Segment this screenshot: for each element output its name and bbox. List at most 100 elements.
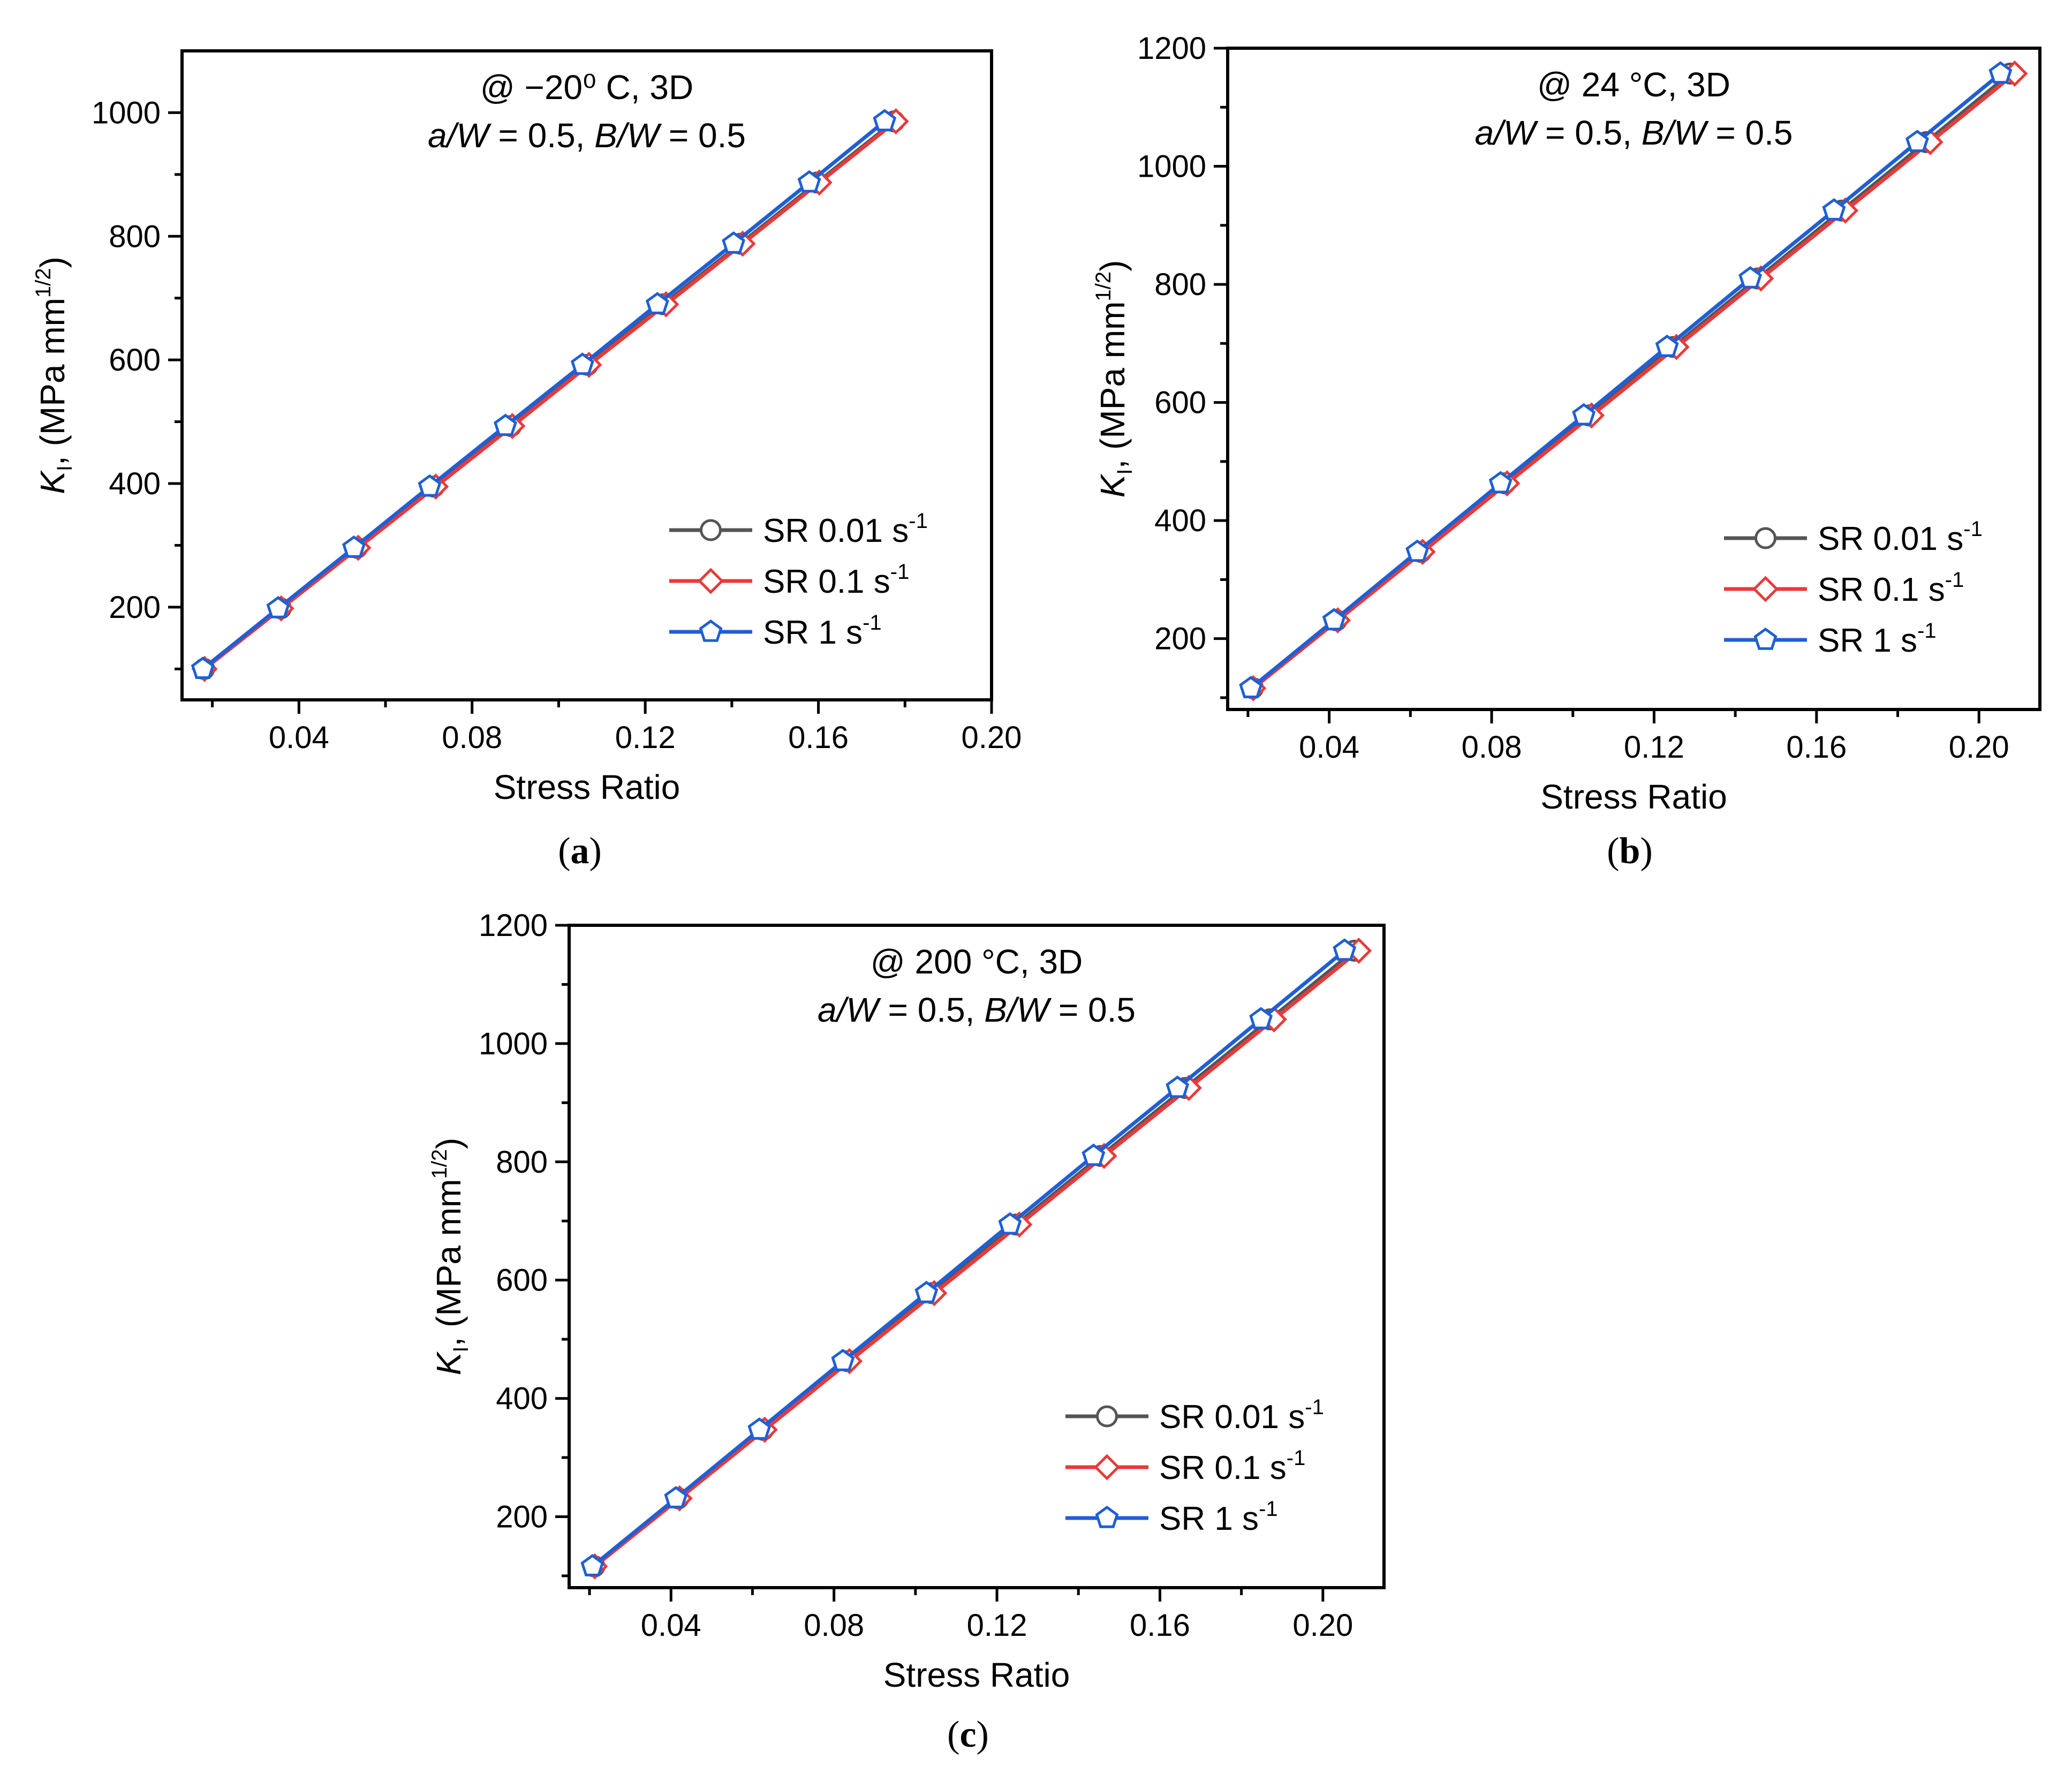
x-axis-label: Stress Ratio bbox=[883, 1656, 1070, 1694]
y-tick-label: 1000 bbox=[1137, 149, 1206, 184]
x-tick-label: 0.04 bbox=[1299, 730, 1359, 765]
x-tick-label: 0.20 bbox=[1292, 1608, 1353, 1643]
x-tick-label: 0.08 bbox=[442, 720, 502, 755]
data-point bbox=[1572, 403, 1596, 426]
data-point bbox=[1905, 130, 1929, 152]
legend-marker bbox=[1093, 1454, 1121, 1481]
legend-label: SR 0.1 s-1 bbox=[1159, 1446, 1305, 1486]
y-tick-label: 400 bbox=[109, 466, 161, 501]
x-tick-label: 0.16 bbox=[788, 720, 849, 755]
x-tick-label: 0.16 bbox=[1130, 1608, 1190, 1643]
legend-marker bbox=[1753, 627, 1778, 650]
legend-marker bbox=[1755, 527, 1776, 549]
y-tick-label: 600 bbox=[1154, 386, 1206, 420]
y-tick-label: 200 bbox=[109, 590, 161, 625]
legend-marker bbox=[699, 619, 723, 642]
data-point bbox=[1405, 539, 1430, 562]
series-pentagon bbox=[580, 938, 1357, 1576]
legend-label: SR 0.01 s-1 bbox=[763, 509, 928, 549]
data-point bbox=[747, 1417, 772, 1440]
legend-marker bbox=[697, 568, 724, 594]
data-point bbox=[342, 535, 366, 558]
chart-panel-c: 0.04 0.08 0.12 0.16 0.20 200 400 600 800 1000 1200… bbox=[428, 908, 1386, 1755]
data-point bbox=[580, 1554, 604, 1576]
series-line bbox=[201, 119, 886, 671]
panel-label: (b) bbox=[1607, 831, 1653, 872]
x-axis-label: Stress Ratio bbox=[1540, 777, 1727, 816]
data-point bbox=[722, 231, 746, 254]
data-point bbox=[570, 352, 594, 375]
data-point bbox=[1822, 198, 1846, 221]
data-point bbox=[1322, 608, 1346, 631]
y-tick-label: 400 bbox=[496, 1382, 548, 1416]
data-point bbox=[191, 656, 215, 679]
x-tick-label: 0.20 bbox=[1949, 730, 2009, 765]
legend-marker bbox=[1752, 576, 1779, 602]
y-axis-label: KI, (MPa mm1/2) bbox=[32, 256, 77, 494]
data-point bbox=[418, 474, 442, 497]
y-tick-label: 1200 bbox=[479, 908, 548, 943]
panel-label: (c) bbox=[947, 1714, 989, 1755]
series-line bbox=[591, 949, 1346, 1568]
chart-panel-b: 0.04 0.08 0.12 0.16 0.20 200 400 600 800 1000 1200… bbox=[1092, 31, 2041, 872]
y-tick-label: 1000 bbox=[479, 1026, 548, 1061]
data-point bbox=[797, 170, 821, 193]
y-tick-label: 800 bbox=[496, 1145, 548, 1180]
x-tick-label: 0.12 bbox=[1624, 730, 1684, 765]
plot-frame bbox=[1226, 47, 2041, 711]
data-point bbox=[494, 413, 517, 436]
data-point bbox=[1488, 471, 1513, 494]
data-point bbox=[831, 1348, 855, 1371]
x-tick-label: 0.16 bbox=[1786, 730, 1847, 765]
x-tick-label: 0.12 bbox=[967, 1608, 1027, 1643]
chart-title: @ −20⁰ C, 3D bbox=[480, 68, 693, 107]
y-axis-label: KI, (MPa mm1/2) bbox=[428, 1138, 473, 1376]
series-pentagon bbox=[191, 109, 897, 679]
series-pentagon bbox=[1239, 61, 2013, 698]
y-tick-label: 1000 bbox=[92, 95, 161, 130]
series-line bbox=[1249, 72, 2002, 690]
legend-label: SR 1 s-1 bbox=[763, 611, 882, 651]
legend: SR 0.01 s-1 SR 0.1 s-1 SR 1 s-1 bbox=[669, 509, 928, 651]
y-tick-label: 800 bbox=[1154, 267, 1206, 302]
legend-label: SR 0.1 s-1 bbox=[1818, 568, 1964, 608]
series-line bbox=[1252, 72, 2016, 690]
data-point bbox=[645, 292, 669, 314]
x-tick-label: 0.12 bbox=[615, 720, 676, 755]
legend: SR 0.01 s-1 SR 0.1 s-1 SR 1 s-1 bbox=[1724, 517, 1983, 659]
legend: SR 0.01 s-1 SR 0.1 s-1 SR 1 s-1 bbox=[1065, 1395, 1324, 1537]
legend-label: SR 1 s-1 bbox=[1818, 619, 1937, 659]
y-tick-label: 200 bbox=[1154, 622, 1206, 656]
data-point bbox=[1738, 266, 1763, 289]
plot-frame bbox=[568, 924, 1386, 1589]
legend-label: SR 0.1 s-1 bbox=[763, 560, 909, 600]
legend-label: SR 0.01 s-1 bbox=[1159, 1395, 1324, 1436]
y-axis-label: KI, (MPa mm1/2) bbox=[1092, 260, 1137, 498]
data-point bbox=[1333, 938, 1357, 961]
x-tick-label: 0.04 bbox=[269, 720, 329, 755]
series-line bbox=[593, 949, 1360, 1568]
data-point bbox=[1249, 1007, 1273, 1030]
plot-frame bbox=[180, 49, 993, 701]
data-point bbox=[1082, 1143, 1106, 1166]
y-tick-label: 200 bbox=[496, 1499, 548, 1534]
chart-title: @ 200 °C, 3D bbox=[871, 942, 1083, 981]
chart-title: @ 24 °C, 3D bbox=[1537, 65, 1730, 104]
x-tick-label: 0.08 bbox=[1462, 730, 1522, 765]
y-tick-label: 400 bbox=[1154, 503, 1206, 538]
x-tick-label: 0.08 bbox=[804, 1608, 864, 1643]
data-point bbox=[664, 1486, 688, 1508]
legend-label: SR 1 s-1 bbox=[1159, 1497, 1278, 1537]
data-point bbox=[1239, 676, 1263, 698]
series-line bbox=[203, 119, 897, 671]
data-point bbox=[1166, 1075, 1190, 1098]
y-tick-label: 600 bbox=[496, 1263, 548, 1298]
data-point bbox=[914, 1280, 939, 1303]
y-tick-label: 800 bbox=[109, 219, 161, 254]
panel-label: (a) bbox=[558, 831, 602, 872]
chart-subtitle: a/W = 0.5, B/W = 0.5 bbox=[818, 991, 1136, 1029]
legend-marker bbox=[700, 519, 722, 541]
x-axis-label: Stress Ratio bbox=[494, 768, 680, 806]
legend-marker bbox=[1096, 1405, 1118, 1428]
chart-subtitle: a/W = 0.5, B/W = 0.5 bbox=[1474, 114, 1793, 152]
